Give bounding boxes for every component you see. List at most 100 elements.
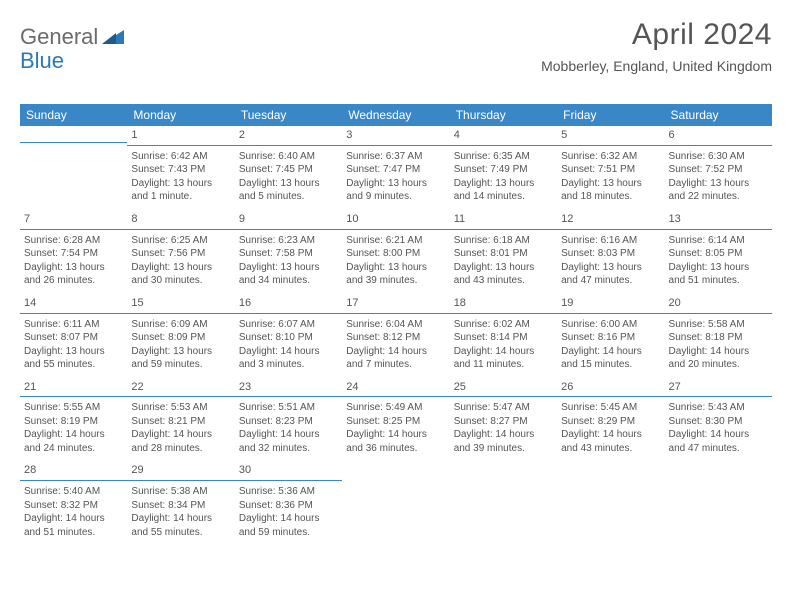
cell-line: Sunset: 8:01 PM [454,247,553,261]
cell-line: Sunrise: 5:43 AM [669,401,768,415]
cell-line: Daylight: 14 hours [131,512,230,526]
cell-line: Daylight: 13 hours [239,177,338,191]
cell-content: Sunrise: 6:04 AMSunset: 8:12 PMDaylight:… [342,316,449,378]
logo-triangle-icon [102,28,124,49]
cell-line: Sunrise: 5:47 AM [454,401,553,415]
logo-line2: Blue [20,42,64,74]
calendar-week-row: 14Sunrise: 6:11 AMSunset: 8:07 PMDayligh… [20,294,772,378]
calendar-cell: 24Sunrise: 5:49 AMSunset: 8:25 PMDayligh… [342,378,449,462]
cell-line: Daylight: 13 hours [669,177,768,191]
calendar-cell: 10Sunrise: 6:21 AMSunset: 8:00 PMDayligh… [342,210,449,294]
calendar-cell: 27Sunrise: 5:43 AMSunset: 8:30 PMDayligh… [665,378,772,462]
day-number: 1 [127,126,234,146]
calendar-cell: 29Sunrise: 5:38 AMSunset: 8:34 PMDayligh… [127,461,234,545]
cell-line: and 55 minutes. [131,526,230,540]
day-number: 11 [450,210,557,230]
cell-line: Daylight: 13 hours [454,261,553,275]
cell-line: and 59 minutes. [131,358,230,372]
cell-line: Daylight: 14 hours [561,428,660,442]
cell-line: Sunrise: 6:00 AM [561,318,660,332]
cell-content: Sunrise: 6:18 AMSunset: 8:01 PMDaylight:… [450,232,557,294]
day-number: 7 [20,210,127,230]
cell-line: Sunrise: 6:37 AM [346,150,445,164]
day-header: Monday [127,104,234,126]
cell-content: Sunrise: 6:16 AMSunset: 8:03 PMDaylight:… [557,232,664,294]
cell-content: Sunrise: 5:51 AMSunset: 8:23 PMDaylight:… [235,399,342,461]
calendar-cell: 23Sunrise: 5:51 AMSunset: 8:23 PMDayligh… [235,378,342,462]
calendar-header-row: Sunday Monday Tuesday Wednesday Thursday… [20,104,772,126]
cell-line: and 14 minutes. [454,190,553,204]
cell-line: and 47 minutes. [561,274,660,288]
day-number-empty [20,126,127,143]
cell-line: and 9 minutes. [346,190,445,204]
cell-line: Daylight: 13 hours [131,177,230,191]
cell-content: Sunrise: 6:30 AMSunset: 7:52 PMDaylight:… [665,148,772,210]
calendar-cell: 7Sunrise: 6:28 AMSunset: 7:54 PMDaylight… [20,210,127,294]
cell-content: Sunrise: 6:00 AMSunset: 8:16 PMDaylight:… [557,316,664,378]
cell-content: Sunrise: 5:36 AMSunset: 8:36 PMDaylight:… [235,483,342,545]
cell-line: Sunset: 8:27 PM [454,415,553,429]
cell-line: Sunrise: 5:38 AM [131,485,230,499]
calendar-cell: 11Sunrise: 6:18 AMSunset: 8:01 PMDayligh… [450,210,557,294]
cell-line: Sunset: 8:05 PM [669,247,768,261]
cell-line: and 51 minutes. [669,274,768,288]
calendar-week-row: 28Sunrise: 5:40 AMSunset: 8:32 PMDayligh… [20,461,772,545]
calendar-cell: 8Sunrise: 6:25 AMSunset: 7:56 PMDaylight… [127,210,234,294]
cell-line: Sunset: 7:58 PM [239,247,338,261]
day-header: Saturday [665,104,772,126]
day-header: Tuesday [235,104,342,126]
cell-line: Daylight: 13 hours [669,261,768,275]
cell-content: Sunrise: 5:58 AMSunset: 8:18 PMDaylight:… [665,316,772,378]
cell-line: Sunrise: 6:42 AM [131,150,230,164]
cell-content: Sunrise: 5:38 AMSunset: 8:34 PMDaylight:… [127,483,234,545]
calendar-cell: 26Sunrise: 5:45 AMSunset: 8:29 PMDayligh… [557,378,664,462]
cell-line: Sunrise: 5:45 AM [561,401,660,415]
cell-line: Sunrise: 6:14 AM [669,234,768,248]
cell-content: Sunrise: 6:09 AMSunset: 8:09 PMDaylight:… [127,316,234,378]
calendar-week-row: 1Sunrise: 6:42 AMSunset: 7:43 PMDaylight… [20,126,772,210]
cell-line: and 51 minutes. [24,526,123,540]
cell-content: Sunrise: 5:40 AMSunset: 8:32 PMDaylight:… [20,483,127,545]
day-number: 5 [557,126,664,146]
calendar-cell: 4Sunrise: 6:35 AMSunset: 7:49 PMDaylight… [450,126,557,210]
calendar-table: Sunday Monday Tuesday Wednesday Thursday… [20,104,772,545]
cell-line: Daylight: 14 hours [669,428,768,442]
logo-text-blue: Blue [20,48,64,74]
calendar-cell: 6Sunrise: 6:30 AMSunset: 7:52 PMDaylight… [665,126,772,210]
day-number: 24 [342,378,449,398]
location-text: Mobberley, England, United Kingdom [541,58,772,74]
cell-content: Sunrise: 6:35 AMSunset: 7:49 PMDaylight:… [450,148,557,210]
cell-line: Daylight: 14 hours [454,345,553,359]
cell-line: Sunrise: 6:11 AM [24,318,123,332]
cell-line: Daylight: 13 hours [24,345,123,359]
cell-line: and 43 minutes. [454,274,553,288]
cell-line: and 24 minutes. [24,442,123,456]
cell-line: and 30 minutes. [131,274,230,288]
day-number: 30 [235,461,342,481]
cell-line: Sunset: 7:45 PM [239,163,338,177]
cell-line: Sunset: 7:49 PM [454,163,553,177]
cell-line: Sunrise: 5:36 AM [239,485,338,499]
calendar-cell: 20Sunrise: 5:58 AMSunset: 8:18 PMDayligh… [665,294,772,378]
calendar-cell: 18Sunrise: 6:02 AMSunset: 8:14 PMDayligh… [450,294,557,378]
cell-content: Sunrise: 6:40 AMSunset: 7:45 PMDaylight:… [235,148,342,210]
day-number: 21 [20,378,127,398]
cell-content: Sunrise: 5:47 AMSunset: 8:27 PMDaylight:… [450,399,557,461]
cell-line: and 5 minutes. [239,190,338,204]
cell-content: Sunrise: 5:49 AMSunset: 8:25 PMDaylight:… [342,399,449,461]
day-number: 6 [665,126,772,146]
cell-line: Sunset: 7:54 PM [24,247,123,261]
day-number: 27 [665,378,772,398]
calendar-week-row: 21Sunrise: 5:55 AMSunset: 8:19 PMDayligh… [20,378,772,462]
cell-content: Sunrise: 6:25 AMSunset: 7:56 PMDaylight:… [127,232,234,294]
calendar-cell [665,461,772,545]
day-number: 18 [450,294,557,314]
cell-content: Sunrise: 6:14 AMSunset: 8:05 PMDaylight:… [665,232,772,294]
cell-line: Sunset: 7:52 PM [669,163,768,177]
calendar-cell: 9Sunrise: 6:23 AMSunset: 7:58 PMDaylight… [235,210,342,294]
calendar-cell: 28Sunrise: 5:40 AMSunset: 8:32 PMDayligh… [20,461,127,545]
day-header: Wednesday [342,104,449,126]
cell-line: and 55 minutes. [24,358,123,372]
cell-line: and 39 minutes. [454,442,553,456]
cell-line: Daylight: 13 hours [131,261,230,275]
